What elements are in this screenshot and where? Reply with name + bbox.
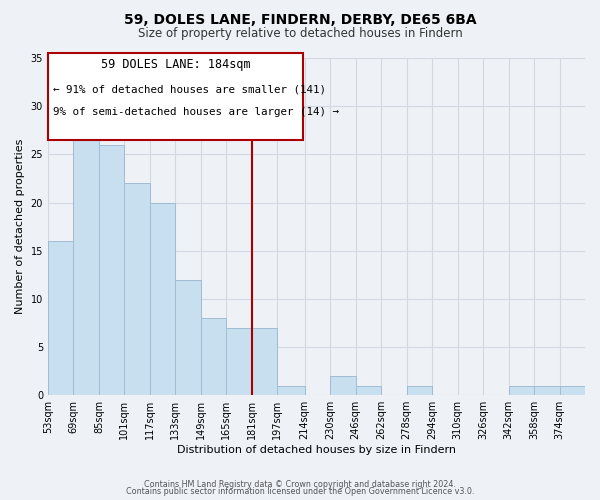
- Text: 59, DOLES LANE, FINDERN, DERBY, DE65 6BA: 59, DOLES LANE, FINDERN, DERBY, DE65 6BA: [124, 12, 476, 26]
- Bar: [124, 183, 150, 395]
- Bar: [175, 280, 201, 395]
- Text: ← 91% of detached houses are smaller (141): ← 91% of detached houses are smaller (14…: [53, 84, 326, 94]
- Text: 9% of semi-detached houses are larger (14) →: 9% of semi-detached houses are larger (1…: [53, 107, 338, 117]
- Bar: [534, 386, 560, 395]
- Bar: [509, 386, 534, 395]
- Bar: [330, 376, 356, 395]
- Text: 59 DOLES LANE: 184sqm: 59 DOLES LANE: 184sqm: [101, 58, 250, 71]
- Text: Size of property relative to detached houses in Findern: Size of property relative to detached ho…: [137, 28, 463, 40]
- Bar: [407, 386, 432, 395]
- FancyBboxPatch shape: [48, 53, 303, 140]
- X-axis label: Distribution of detached houses by size in Findern: Distribution of detached houses by size …: [177, 445, 456, 455]
- Bar: [150, 202, 175, 395]
- Bar: [48, 241, 73, 395]
- Bar: [226, 328, 252, 395]
- Text: Contains HM Land Registry data © Crown copyright and database right 2024.: Contains HM Land Registry data © Crown c…: [144, 480, 456, 489]
- Text: Contains public sector information licensed under the Open Government Licence v3: Contains public sector information licen…: [126, 488, 474, 496]
- Bar: [252, 328, 277, 395]
- Bar: [356, 386, 381, 395]
- Bar: [73, 116, 99, 395]
- Bar: [560, 386, 585, 395]
- Y-axis label: Number of detached properties: Number of detached properties: [15, 139, 25, 314]
- Bar: [277, 386, 305, 395]
- Bar: [99, 144, 124, 395]
- Bar: [201, 318, 226, 395]
